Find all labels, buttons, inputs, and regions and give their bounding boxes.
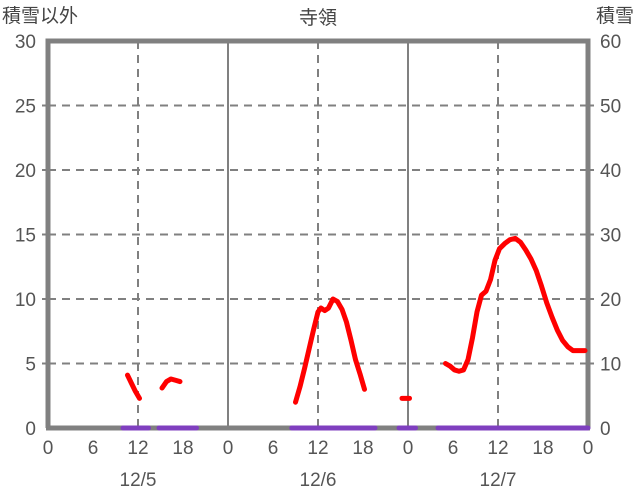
y2-axis-tick-label: 60 [600,32,621,53]
right-axis-title: 積雪 [595,6,634,27]
precipitation-line [443,235,588,374]
x-axis-tick-label: 0 [583,438,594,459]
y2-axis-tick-label: 20 [600,290,621,311]
y2-axis-tick-label: 10 [600,355,621,376]
y2-axis-tick-label: 0 [600,419,611,440]
x-axis-tick-label: 0 [403,438,414,459]
day-label: 12/5 [120,470,157,491]
left-axis-title: 積雪以外 [2,6,79,27]
y-axis-tick-label: 5 [25,355,36,376]
y2-axis-tick-label: 50 [600,97,621,118]
precipitation-line [159,376,183,391]
y-axis-tick-label: 0 [25,419,36,440]
precipitation-line [125,372,142,401]
y-axis-tick-label: 20 [15,161,36,182]
x-axis-tick-label: 18 [532,438,553,459]
x-axis-tick-label: 18 [352,438,373,459]
y-axis-tick-label: 15 [15,226,36,247]
y-axis-tick-label: 10 [15,290,36,311]
precipitation-line [293,296,367,405]
chart-title: 寺領 [298,8,337,29]
day-label: 12/6 [300,470,337,491]
y2-axis-tick-label: 40 [600,161,621,182]
x-axis-tick-label: 18 [172,438,193,459]
grid-lines [48,41,588,428]
x-axis-tick-label: 12 [487,438,508,459]
y2-axis-tick-label: 30 [600,226,621,247]
axis-tick-labels: 0 5 10 15 20 25 30 0 10 20 30 40 50 60 0 6 12 18 0 6 12 18 0 6 1… [15,32,621,459]
y-axis-tick-label: 30 [15,32,36,53]
x-axis-tick-label: 0 [43,438,54,459]
x-axis-tick-label: 6 [88,438,99,459]
y-axis-tick-label: 25 [15,97,36,118]
data-series [120,235,591,431]
x-axis-tick-label: 6 [268,438,279,459]
x-axis-tick-label: 0 [223,438,234,459]
x-axis-tick-label: 6 [448,438,459,459]
x-axis-tick-label: 12 [127,438,148,459]
day-labels: 12/5 12/6 12/7 [120,470,517,491]
x-axis-tick-label: 12 [307,438,328,459]
day-label: 12/7 [480,470,517,491]
